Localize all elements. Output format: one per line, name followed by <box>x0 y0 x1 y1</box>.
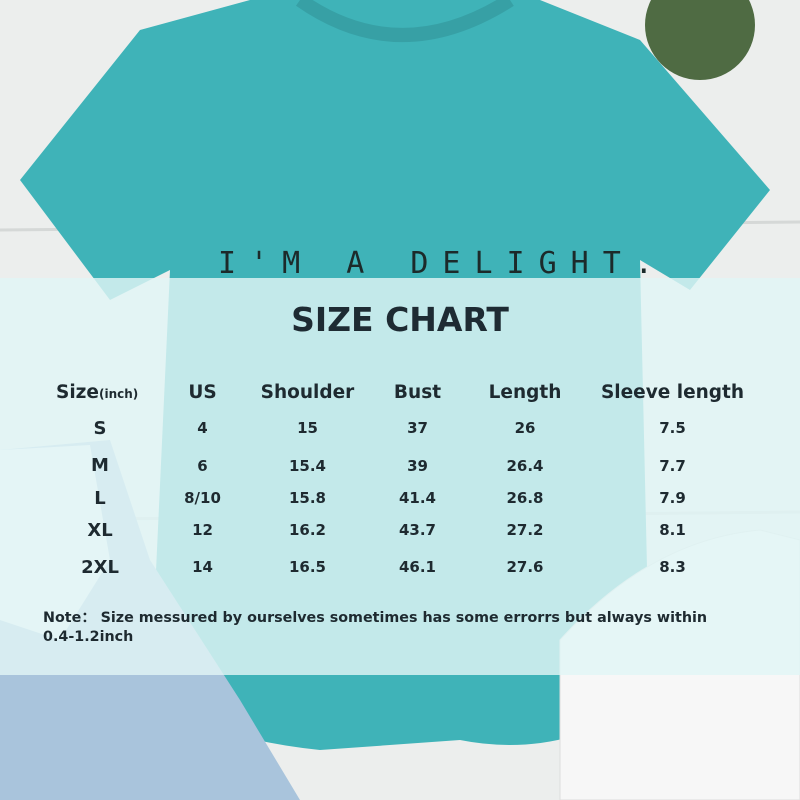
table-row: M 6 15.4 39 26.4 7.7 <box>40 447 760 484</box>
table-row: S 4 15 37 26 7.5 <box>40 409 760 447</box>
table-row: XL 12 16.2 43.7 27.2 8.1 <box>40 512 760 548</box>
size-note: Note： Size messured by ourselves sometim… <box>43 610 708 645</box>
table-cell: 6 <box>197 456 208 475</box>
table-cell: 7.5 <box>659 419 686 437</box>
table-cell: 26.8 <box>506 489 544 507</box>
table-row: L 8/10 15.8 41.4 26.8 7.9 <box>40 484 760 512</box>
table-cell: 8.3 <box>659 558 686 576</box>
size-chart-title: SIZE CHART <box>291 300 509 339</box>
table-cell: 27.6 <box>506 558 544 576</box>
table-cell: 16.5 <box>288 558 326 576</box>
table-cell: 8/10 <box>184 489 221 507</box>
table-cell: 7.9 <box>659 489 686 507</box>
table-cell: 26.4 <box>506 456 544 475</box>
size-label-cell: L <box>94 487 106 509</box>
size-label-cell: S <box>93 417 107 439</box>
column-header-shoulder: Shoulder <box>260 381 355 403</box>
table-cell: 27.2 <box>506 521 544 539</box>
plant-decoration <box>645 0 755 80</box>
table-cell: 16.2 <box>288 521 326 539</box>
table-cell: 14 <box>192 558 213 576</box>
column-header-us: US <box>188 381 217 403</box>
column-header-size: Size(inch) <box>56 381 139 403</box>
column-header-length: Length <box>488 381 562 403</box>
size-chart-panel <box>0 278 800 675</box>
table-cell: 12 <box>192 521 213 539</box>
column-header-bust: Bust <box>393 381 442 403</box>
shirt-print-text: I'M A DELIGHT. <box>218 246 667 281</box>
table-cell: 43.7 <box>398 521 436 539</box>
table-cell: 15 <box>297 419 318 437</box>
size-table: Size(inch) US Shoulder Bust Length Sleev… <box>40 375 760 586</box>
table-cell: 37 <box>407 419 428 437</box>
table-cell: 15.4 <box>288 456 326 475</box>
table-cell: 7.7 <box>659 456 686 475</box>
table-cell: 26 <box>514 419 536 437</box>
table-row: 2XL 14 16.5 46.1 27.6 8.3 <box>40 548 760 586</box>
size-label-cell: M <box>91 455 109 476</box>
size-label-cell: XL <box>87 519 113 541</box>
table-cell: 46.1 <box>398 558 436 576</box>
table-cell: 8.1 <box>659 521 686 539</box>
table-cell: 39 <box>407 456 428 475</box>
table-cell: 41.4 <box>398 489 436 507</box>
table-header-row: Size(inch) US Shoulder Bust Length Sleev… <box>40 375 760 409</box>
column-header-sleeve-length: Sleeve length <box>600 381 745 403</box>
size-label-cell: 2XL <box>81 556 119 578</box>
table-cell: 15.8 <box>288 489 326 507</box>
table-cell: 4 <box>197 419 208 437</box>
